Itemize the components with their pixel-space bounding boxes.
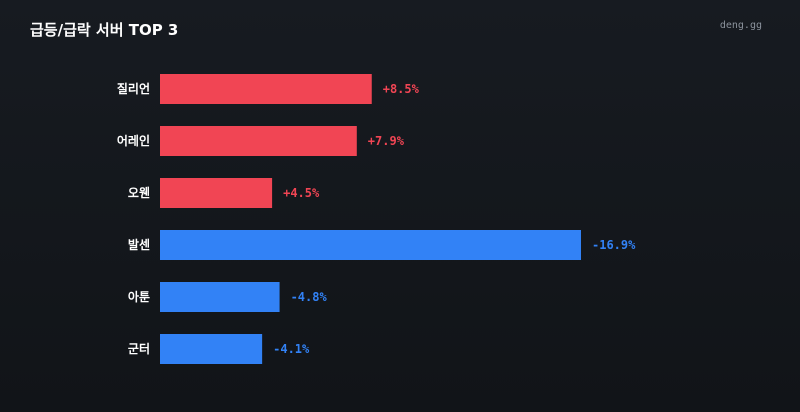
bar: [160, 126, 357, 156]
category-label: 발센: [128, 237, 150, 252]
category-label: 오웬: [128, 186, 150, 200]
category-label: 군터: [128, 341, 150, 356]
bar: [160, 334, 263, 364]
bar: [160, 230, 581, 260]
value-label: -4.8%: [291, 290, 328, 304]
bar: [160, 178, 273, 208]
value-label: +8.5%: [383, 82, 420, 96]
value-label: +4.5%: [283, 186, 320, 200]
value-label: -4.1%: [273, 342, 310, 356]
category-label: 아툰: [128, 289, 150, 304]
value-label: +7.9%: [368, 134, 405, 148]
value-label: -16.9%: [592, 238, 636, 252]
category-label: 질리언: [117, 81, 150, 96]
bar: [160, 74, 372, 104]
category-label: 어레인: [117, 133, 150, 148]
bar: [160, 282, 280, 312]
brand-label: deng.gg: [719, 20, 762, 31]
chart-title: 급등/급락 서버 TOP 3: [30, 21, 179, 39]
